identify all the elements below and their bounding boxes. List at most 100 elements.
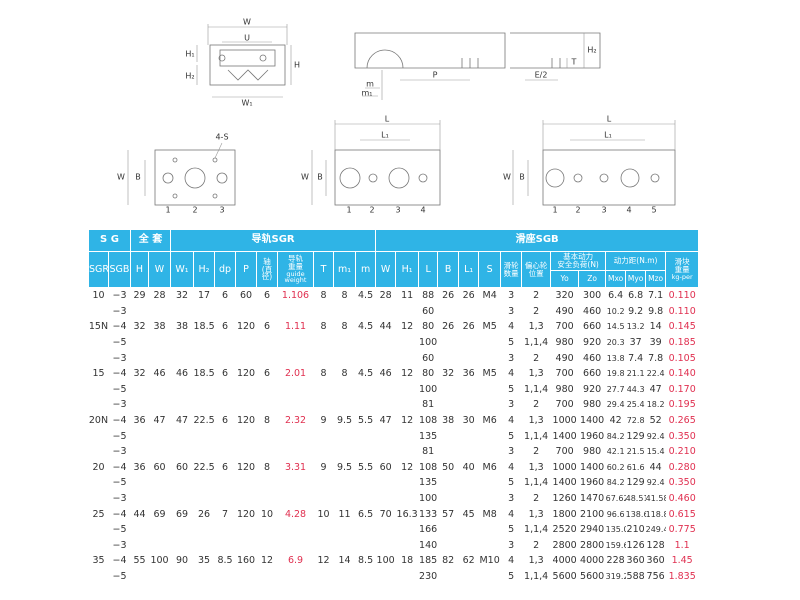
cell: 32 bbox=[133, 321, 146, 333]
hole bbox=[368, 173, 378, 183]
cell bbox=[171, 382, 194, 398]
cell bbox=[438, 444, 459, 460]
cell: 3 bbox=[508, 290, 515, 302]
cell: −5 bbox=[112, 383, 127, 395]
cell: 920 bbox=[583, 383, 602, 395]
data-row: 20N −4 36 47 47 22.5 6 120 8 2.32 9 9.5 5.5 47 12 108 38… bbox=[89, 413, 699, 429]
cell: 47 bbox=[379, 415, 392, 427]
section-inner bbox=[219, 49, 276, 67]
cell: 62 bbox=[462, 555, 475, 567]
cell: 6 bbox=[221, 415, 229, 427]
cell: 21.5 bbox=[626, 447, 645, 457]
group-header: S G bbox=[88, 229, 131, 252]
cell: 1,1,4 bbox=[524, 524, 549, 536]
cell: 108 bbox=[419, 415, 438, 427]
dimension-label: 2 bbox=[575, 206, 580, 215]
cell: 22.5 bbox=[193, 415, 215, 427]
header-line: SGB bbox=[109, 263, 130, 275]
cell bbox=[479, 491, 501, 507]
data-row: 25 −4 44 69 69 26 7 120 10 4.28 10 11 6.5 70 16.3 133 57… bbox=[89, 506, 699, 522]
column-header: T bbox=[313, 251, 335, 288]
cell bbox=[171, 569, 194, 585]
cell: 12 bbox=[401, 368, 414, 380]
cell bbox=[215, 475, 236, 491]
data-row: −3 60 3 2 490 460 13.8 7.4 7.8 0.105 bbox=[89, 350, 699, 366]
dimension-label: L₁ bbox=[381, 131, 389, 140]
cell: 6.5 bbox=[358, 508, 374, 520]
cell bbox=[278, 444, 314, 460]
cell bbox=[334, 335, 356, 351]
cell: 1800 bbox=[552, 508, 577, 520]
cell bbox=[194, 475, 215, 491]
cell bbox=[314, 538, 334, 554]
cell: 29 bbox=[133, 290, 146, 302]
cell: 3 bbox=[508, 399, 515, 411]
cell: 120 bbox=[236, 508, 256, 520]
cell: 8.5 bbox=[217, 555, 233, 567]
dimension-label: L bbox=[607, 115, 612, 124]
column-header: SGB bbox=[108, 251, 131, 288]
cell bbox=[459, 475, 479, 491]
cell: 10 bbox=[92, 290, 105, 302]
cell bbox=[356, 538, 376, 554]
cell: 16.3 bbox=[396, 508, 418, 520]
dimension-label: 1 bbox=[346, 206, 351, 215]
cell: 5.5 bbox=[358, 415, 374, 427]
cell bbox=[89, 491, 109, 507]
dimension-lines bbox=[362, 33, 585, 100]
cell: 6 bbox=[221, 461, 229, 473]
cell: 26 bbox=[442, 321, 455, 333]
cell: 2 bbox=[533, 446, 540, 458]
cell: 10 bbox=[317, 508, 330, 520]
cell bbox=[376, 522, 396, 538]
cell bbox=[194, 428, 215, 444]
cell: 6 bbox=[221, 321, 229, 333]
cell: 100 bbox=[150, 555, 169, 567]
cell: 1000 bbox=[552, 461, 577, 473]
cell: 9.5 bbox=[336, 461, 353, 473]
cell bbox=[236, 397, 257, 413]
side-outline bbox=[354, 32, 506, 69]
header-line: P bbox=[243, 263, 249, 275]
cell bbox=[356, 335, 376, 351]
cell bbox=[149, 397, 171, 413]
column-header: B bbox=[437, 251, 460, 288]
cell bbox=[89, 304, 109, 320]
cell bbox=[376, 491, 396, 507]
cell: 15 bbox=[92, 368, 105, 380]
cell: 1,1,4 bbox=[524, 430, 549, 442]
cell bbox=[278, 428, 314, 444]
wheel bbox=[620, 168, 640, 188]
cell: 1,1,4 bbox=[524, 477, 549, 489]
cell: 0.110 bbox=[668, 305, 696, 317]
cell bbox=[334, 538, 356, 554]
cell bbox=[479, 304, 501, 320]
cell: 0.140 bbox=[668, 368, 696, 380]
cell bbox=[314, 491, 334, 507]
cell: 67.62 bbox=[605, 494, 626, 504]
dimension-label: 3 bbox=[219, 206, 224, 215]
cell: −3 bbox=[112, 446, 127, 458]
header-line: 滑块 bbox=[674, 257, 690, 267]
dimension-lines bbox=[512, 120, 676, 205]
cell: 11 bbox=[401, 290, 414, 302]
cell bbox=[236, 538, 257, 554]
cell bbox=[334, 569, 356, 585]
cell: M10 bbox=[479, 555, 500, 567]
cell: 5600 bbox=[580, 570, 605, 582]
cell: 8 bbox=[341, 368, 348, 380]
cell bbox=[278, 397, 314, 413]
cell: 0.615 bbox=[668, 508, 696, 520]
dimension-label: B bbox=[135, 173, 141, 182]
cell: 980 bbox=[583, 446, 602, 458]
cell: 4000 bbox=[552, 555, 577, 567]
cell: 36 bbox=[133, 415, 146, 427]
dimension-lines bbox=[127, 142, 223, 205]
cell bbox=[171, 304, 194, 320]
dimension-label: H bbox=[294, 61, 300, 70]
screws bbox=[461, 58, 561, 68]
cell bbox=[314, 522, 334, 538]
cell: 44.3 bbox=[626, 384, 645, 394]
cell bbox=[278, 538, 314, 554]
